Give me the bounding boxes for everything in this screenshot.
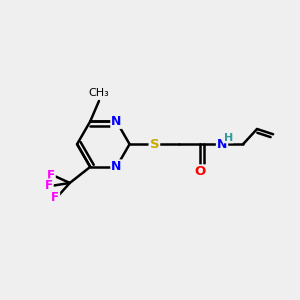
Text: N: N: [111, 115, 122, 128]
Text: CH₃: CH₃: [88, 88, 109, 98]
Text: O: O: [194, 165, 206, 178]
Text: H: H: [224, 133, 233, 143]
Text: F: F: [47, 169, 55, 182]
Text: F: F: [45, 179, 53, 192]
Text: N: N: [217, 138, 227, 151]
Text: S: S: [150, 138, 159, 151]
Text: F: F: [51, 191, 59, 204]
Text: N: N: [111, 160, 122, 173]
